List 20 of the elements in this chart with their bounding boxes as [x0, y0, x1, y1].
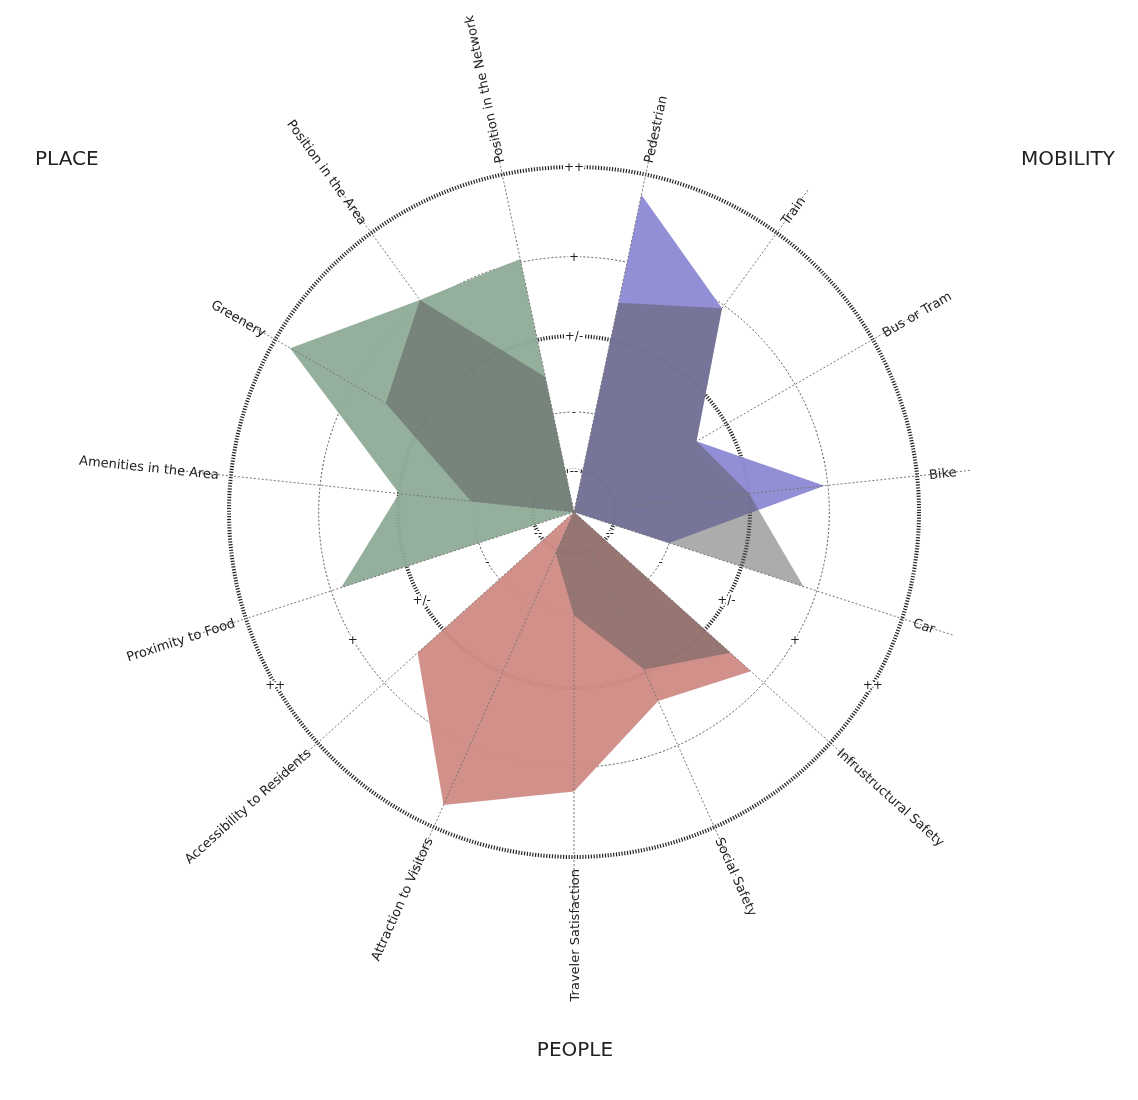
y-tick-label: -- [569, 463, 579, 478]
y-tick-label: + [568, 249, 580, 264]
text: + [790, 632, 801, 647]
spoke-label: Bus or Tram [879, 288, 955, 340]
spoke-label: Car [911, 615, 938, 637]
text: PEOPLE [536, 1037, 614, 1061]
text: - [485, 555, 490, 570]
spoke-label: Amenities in the Area [78, 452, 220, 483]
spoke-label: Position in the Network [461, 13, 508, 165]
text: -- [533, 525, 543, 540]
spoke-label: Traveler Satisfaction [566, 869, 582, 1003]
y-tick-label: +/- [564, 329, 584, 344]
text: - [658, 555, 663, 570]
text: PLACE [35, 146, 99, 170]
text: + [347, 632, 358, 647]
text: MOBILITY [1020, 146, 1116, 170]
text: ++ [862, 677, 883, 692]
spoke-label: Bike [928, 464, 958, 483]
y-tick-label: ++ [563, 160, 585, 174]
y-tick-label: - [571, 404, 577, 419]
